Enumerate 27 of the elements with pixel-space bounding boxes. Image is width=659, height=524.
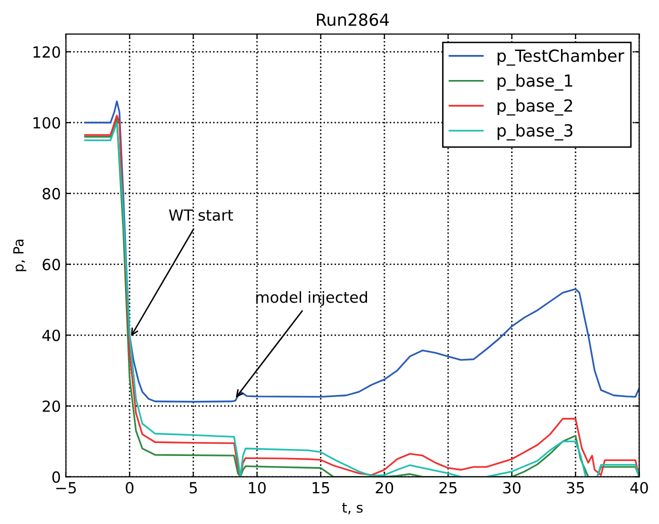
y-tick-label: 60 <box>42 258 60 270</box>
annotation: model injected <box>256 291 368 306</box>
x-tick-label: 25 <box>440 482 457 494</box>
x-tick-label: 0 <box>126 482 134 494</box>
x-tick-label: 40 <box>630 482 648 494</box>
x-tick-label: 35 <box>566 482 584 494</box>
x-tick-label: 20 <box>376 482 394 494</box>
line-series <box>84 100 640 403</box>
x-tick-label: 15 <box>312 482 330 494</box>
annotation: WT start <box>169 210 234 221</box>
x-tick-label: 5 <box>190 482 197 494</box>
x-tick-label: 10 <box>248 482 266 494</box>
legend-label: p_base_1 <box>498 74 572 91</box>
legend-label: p_base_2 <box>498 98 572 116</box>
chart-title: Run2864 <box>317 13 389 26</box>
legend-label: p_TestChamber <box>498 49 624 66</box>
y-tick-label: 80 <box>42 188 60 200</box>
y-axis-title: p, Pa <box>13 240 26 272</box>
y-tick-label: 0 <box>52 471 60 483</box>
y-tick-label: 120 <box>34 46 60 58</box>
x-tick-label: 30 <box>503 482 521 494</box>
y-tick-label: 20 <box>42 400 60 412</box>
y-tick-label: 100 <box>34 117 60 129</box>
x-axis-title: t, s <box>342 502 363 514</box>
x-tick-label: −5 <box>56 482 76 494</box>
y-tick-label: 40 <box>42 330 60 342</box>
legend-label: p_base_3 <box>498 124 572 140</box>
